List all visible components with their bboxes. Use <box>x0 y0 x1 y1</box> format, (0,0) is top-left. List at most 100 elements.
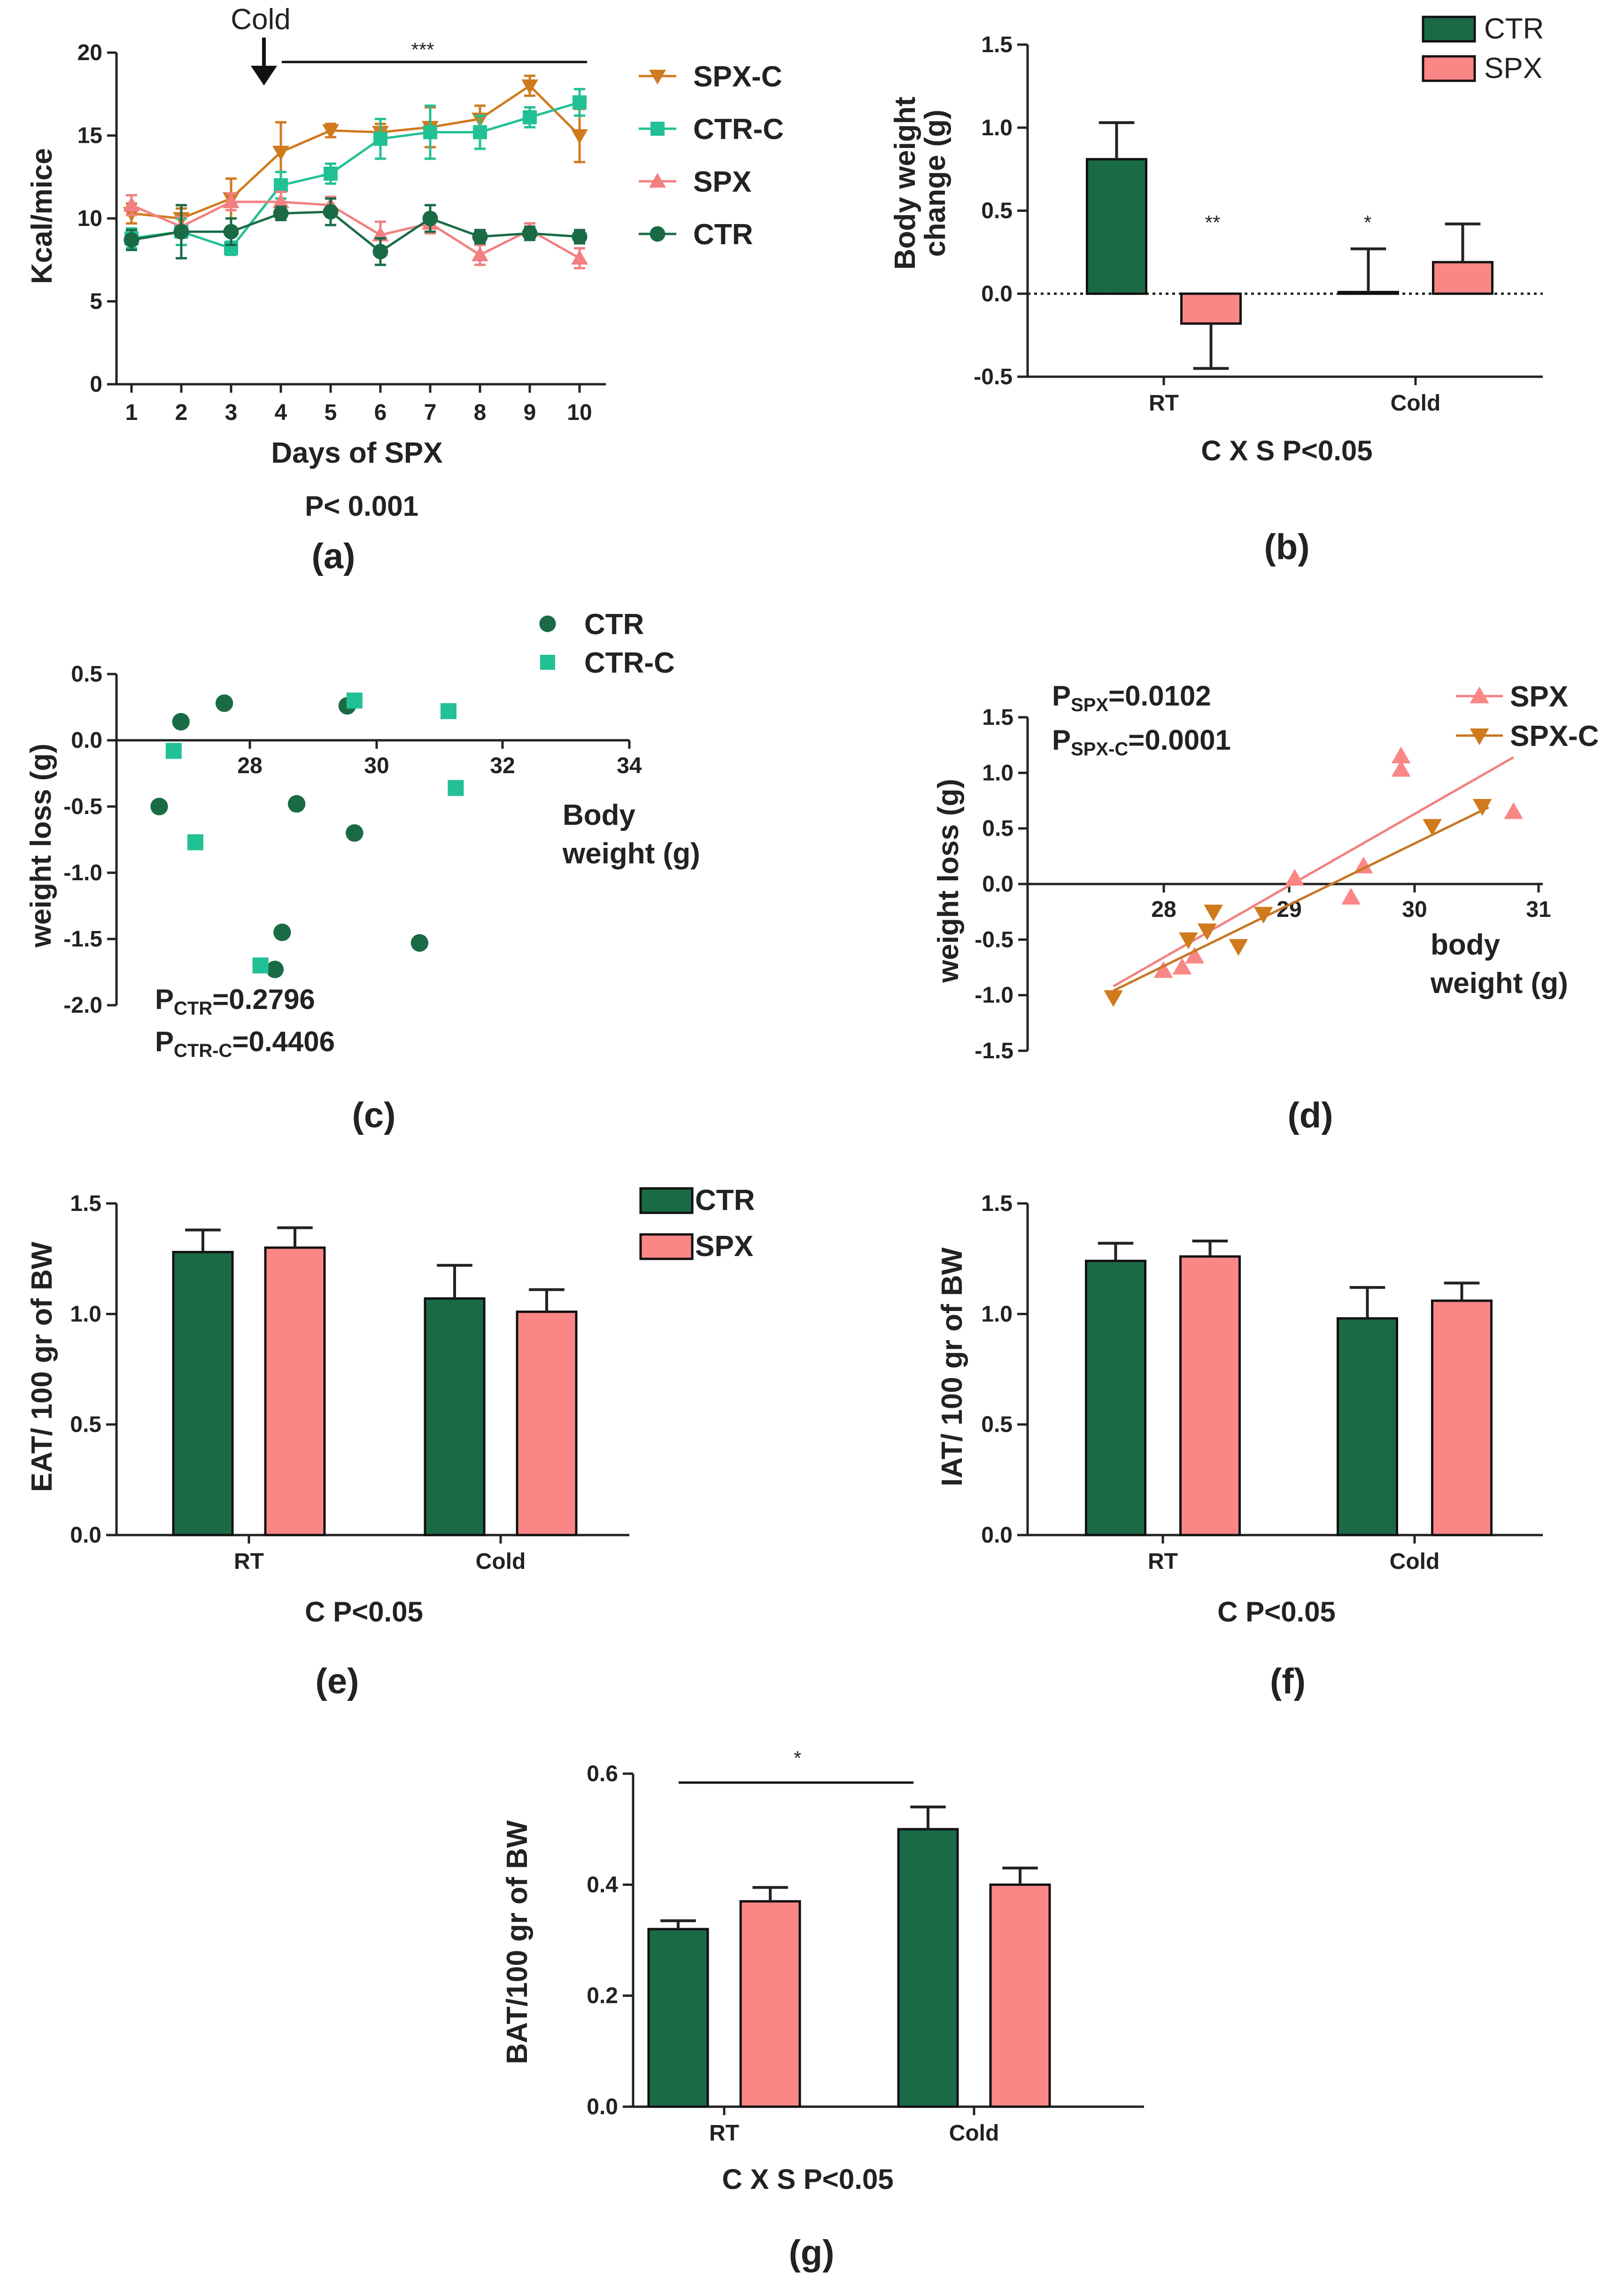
y-tick-label: 0.5 <box>981 1412 1013 1437</box>
series-line-CTR-C <box>131 101 580 250</box>
data-point-CTR <box>323 204 339 220</box>
legend-marker <box>1470 728 1489 745</box>
stat-caption: P< 0.001 <box>305 490 418 522</box>
y-tick-label: -2.0 <box>63 993 102 1018</box>
bar-SPX-Cold <box>1432 261 1493 295</box>
panel-f: 0.0 0.5 1.0 1.5 RT Cold IAT/ 100 gr of BW C P<0… <box>936 1191 1543 1701</box>
data-point-CTR-C <box>448 780 464 796</box>
bar-CTR-Cold <box>424 1297 486 1536</box>
data-point-SPX-C <box>1179 932 1198 949</box>
panel-label: (c) <box>352 1095 396 1135</box>
data-point-SPX <box>472 246 488 262</box>
y-tick-label: 1.5 <box>981 1191 1013 1216</box>
x-axis-title: Body <box>563 799 636 831</box>
stat-p: P <box>1052 680 1071 712</box>
x-tick-label: 30 <box>1402 897 1427 922</box>
y-tick-label: 0.4 <box>587 1872 618 1897</box>
cold-label: Cold <box>231 3 291 36</box>
panel-label: (a) <box>312 536 356 576</box>
data-point-CTR <box>472 229 488 245</box>
data-point-SPX-C <box>322 124 339 139</box>
data-point-CTR-C <box>373 132 387 146</box>
data-point-CTR-C <box>523 110 537 124</box>
stat-p: P <box>155 984 174 1015</box>
panel-g: 0.0 0.2 0.4 0.6 RT Cold BAT/100 gr of BW * C X S… <box>501 1747 1144 2273</box>
data-point-CTR <box>522 225 538 241</box>
y-axis-title: Kcal/mice <box>26 148 58 284</box>
data-point-SPX-C <box>1423 819 1442 836</box>
data-point-CTR-C <box>187 834 203 851</box>
stat-value: =0.2796 <box>212 984 315 1015</box>
x-tick-label: 10 <box>567 400 592 425</box>
data-point-SPX-C <box>1204 904 1223 922</box>
stat-subscript: CTR-C <box>174 1040 232 1061</box>
x-tick-label: 9 <box>524 400 536 425</box>
bar-SPX-Cold <box>989 1883 1051 2108</box>
y-tick-label: -1.5 <box>63 927 102 952</box>
y-tick-label: 0.0 <box>981 1523 1013 1548</box>
bar-SPX-Cold <box>516 1311 578 1536</box>
data-point-SPX-C <box>521 79 538 94</box>
legend-label: CTR <box>584 608 644 641</box>
significance-marker: *** <box>411 39 434 61</box>
bar-CTR-RT <box>172 1251 234 1536</box>
data-point-SPX-C <box>1104 990 1123 1007</box>
panel-e: 0.0 0.5 1.0 1.5 RT Cold EAT/ 100 gr of BW C P<0… <box>26 1184 755 1701</box>
data-point-SPX <box>272 193 289 209</box>
y-axis-title: IAT/ 100 gr of BW <box>936 1247 968 1486</box>
series-line-SPX-C <box>131 84 580 220</box>
y-tick-label: 1.0 <box>981 1302 1013 1326</box>
data-point-CTR <box>150 798 168 815</box>
data-point-CTR <box>273 923 291 941</box>
y-axis-title: BAT/100 gr of BW <box>501 1820 534 2064</box>
y-tick-label: -1.0 <box>975 983 1014 1008</box>
legend-label: CTR <box>693 218 753 251</box>
legend-label: SPX <box>1510 681 1568 713</box>
legend-marker <box>650 226 665 242</box>
x-tick-label: 5 <box>325 400 337 425</box>
stat-value: =0.4406 <box>232 1026 335 1057</box>
y-tick-label: 0.6 <box>587 1761 618 1786</box>
category-label: Cold <box>476 1549 526 1574</box>
category-label: Cold <box>949 2121 999 2146</box>
fit-line-SPX-C <box>1113 806 1489 992</box>
data-point-CTR-C <box>423 125 437 140</box>
data-point-CTR-C <box>346 692 363 709</box>
data-point-SPX-C <box>1253 907 1273 924</box>
stat-p-value: PCTR=0.2796 <box>155 984 315 1019</box>
x-tick-label: 34 <box>617 753 642 778</box>
x-tick-label: 28 <box>237 753 262 778</box>
data-point-SPX <box>1504 802 1524 819</box>
y-tick-label: 1.5 <box>70 1191 101 1216</box>
data-point-SPX-C <box>1472 799 1492 816</box>
x-tick-label: 2 <box>175 400 188 425</box>
bar-CTR-RT <box>1086 158 1147 295</box>
data-point-CTR <box>346 824 364 842</box>
stat-p: P <box>155 1026 174 1057</box>
legend-label: CTR <box>1484 13 1544 45</box>
stat-p-value: PSPX=0.0102 <box>1052 680 1211 715</box>
x-tick-label: 7 <box>424 400 437 425</box>
x-tick-label: 8 <box>474 400 487 425</box>
bar-SPX-RT <box>1180 292 1242 325</box>
y-tick-label: 0.5 <box>981 199 1013 224</box>
data-point-CTR <box>215 694 233 712</box>
y-tick-label: 10 <box>77 206 102 231</box>
y-tick-label: -0.5 <box>975 927 1014 952</box>
legend-marker <box>649 70 666 85</box>
data-point-SPX <box>123 196 140 212</box>
y-tick-label: 0.2 <box>587 1984 618 2009</box>
bar-SPX-RT <box>264 1246 326 1536</box>
y-tick-label: 1.5 <box>981 32 1013 57</box>
category-label: RT <box>1148 1549 1178 1574</box>
legend-marker <box>649 173 666 188</box>
series-line-CTR <box>131 210 580 253</box>
data-point-SPX-C <box>272 146 289 161</box>
y-tick-label: 0.5 <box>71 662 102 687</box>
data-point-CTR-C <box>252 957 269 974</box>
x-tick-label: 30 <box>364 753 389 778</box>
y-tick-label: -0.5 <box>974 365 1013 389</box>
y-tick-label: 0.5 <box>70 1412 101 1437</box>
data-point-SPX <box>1391 746 1411 764</box>
